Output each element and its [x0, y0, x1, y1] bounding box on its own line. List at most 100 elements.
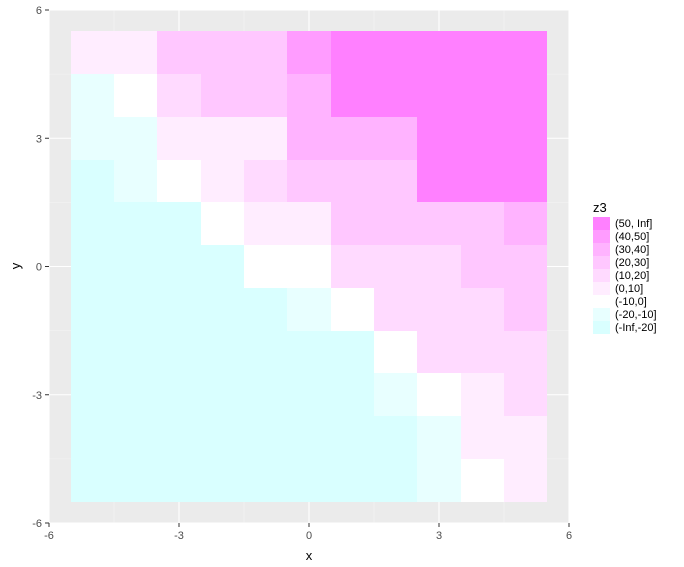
x-tick-label: 6: [566, 530, 572, 542]
heatmap-tile: [504, 331, 547, 373]
heatmap-tile: [331, 160, 374, 202]
heatmap-tile: [461, 74, 504, 117]
heatmap-tile: [504, 288, 547, 331]
heatmap-tile: [114, 331, 157, 373]
heatmap-tile: [71, 373, 114, 416]
legend: z3 (50, Inf](40,50](30,40](20,30](10,20]…: [593, 200, 657, 334]
heatmap-tile: [114, 459, 157, 502]
legend-key: [593, 256, 610, 269]
heatmap-tile: [244, 416, 287, 459]
heatmap-tile: [374, 288, 417, 331]
legend-label: (10,20]: [615, 270, 649, 282]
heatmap-tile: [71, 74, 114, 117]
legend-key: [593, 243, 610, 256]
heatmap-tile: [157, 331, 201, 373]
heatmap-tile: [157, 160, 201, 202]
legend-label: (40,50]: [615, 231, 649, 243]
y-tick-label: 3: [36, 133, 42, 145]
heatmap-tile: [71, 459, 114, 502]
heatmap-tile: [374, 373, 417, 416]
legend-key: [593, 295, 610, 308]
heatmap-tile: [244, 160, 287, 202]
heatmap-tile: [71, 160, 114, 202]
heatmap-tile: [201, 459, 244, 502]
legend-label: (50, Inf]: [615, 218, 652, 230]
heatmap-tile: [287, 288, 331, 331]
heatmap-tile: [417, 331, 461, 373]
heatmap-tile: [201, 288, 244, 331]
heatmap-tile: [374, 74, 417, 117]
heatmap-tile: [71, 331, 114, 373]
heatmap-tile: [417, 245, 461, 288]
heatmap-tile: [201, 373, 244, 416]
heatmap-tile: [504, 459, 547, 502]
legend-key: [593, 282, 610, 295]
legend-label: (-20,-10]: [615, 309, 657, 321]
heatmap-tile: [331, 416, 374, 459]
heatmap-tile: [331, 245, 374, 288]
heatmap-tile: [157, 288, 201, 331]
legend-label: (0,10]: [615, 283, 643, 295]
heatmap-tile: [244, 331, 287, 373]
heatmap-tile: [114, 245, 157, 288]
heatmap-tile: [374, 331, 417, 373]
heatmap-tile: [461, 31, 504, 74]
x-tick-label: -3: [174, 530, 184, 542]
heatmap-tile: [461, 160, 504, 202]
heatmap-tile: [331, 459, 374, 502]
heatmap-tile: [374, 31, 417, 74]
heatmap-tile: [114, 288, 157, 331]
y-axis-title: y: [8, 262, 23, 269]
legend-key: [593, 217, 610, 230]
heatmap-tile: [157, 245, 201, 288]
heatmap-tile: [114, 31, 157, 74]
heatmap-tile: [461, 288, 504, 331]
heatmap-tile: [504, 160, 547, 202]
heatmap-tile: [417, 373, 461, 416]
heatmap-tile: [114, 74, 157, 117]
x-tick-label: 0: [306, 530, 312, 542]
heatmap-tile: [71, 202, 114, 245]
heatmap-tile: [201, 416, 244, 459]
heatmap-tile: [244, 373, 287, 416]
x-tick-label: -6: [44, 530, 54, 542]
heatmap-tile: [287, 245, 331, 288]
heatmap-tile: [504, 117, 547, 160]
heatmap-tile: [331, 202, 374, 245]
legend-key: [593, 308, 610, 321]
axes: -6 -3 0 3 6 -6 -3 0 3 6: [32, 5, 572, 542]
heatmap-tile: [374, 416, 417, 459]
legend-label: (-Inf,-20]: [615, 322, 657, 334]
heatmap-tile: [374, 202, 417, 245]
heatmap-tile: [461, 373, 504, 416]
heatmap-tile: [504, 202, 547, 245]
heatmap-tile: [374, 245, 417, 288]
heatmap-tile: [331, 331, 374, 373]
heatmap-tile: [504, 373, 547, 416]
heatmap-tile: [504, 74, 547, 117]
legend-label: (-10,0]: [615, 296, 647, 308]
heatmap-tile: [157, 31, 201, 74]
y-tick-label: 6: [36, 5, 42, 17]
heatmap-tile: [157, 117, 201, 160]
heatmap-tile: [157, 202, 201, 245]
heatmap-tile: [417, 288, 461, 331]
heatmap-tile: [461, 202, 504, 245]
heatmap-tile: [504, 31, 547, 74]
heatmap-tile: [287, 331, 331, 373]
heatmap-tile: [461, 117, 504, 160]
heatmap-tile: [461, 416, 504, 459]
heatmap-tile: [201, 245, 244, 288]
heatmap-tile: [71, 245, 114, 288]
heatmap-tile: [287, 373, 331, 416]
x-tick-label: 3: [436, 530, 442, 542]
y-tick-label: -3: [32, 390, 42, 402]
heatmap-tile: [504, 245, 547, 288]
heatmap-tiles: [71, 31, 547, 502]
heatmap-tile: [504, 416, 547, 459]
heatmap-tile: [287, 416, 331, 459]
heatmap-tile: [71, 31, 114, 74]
heatmap-tile: [287, 160, 331, 202]
y-tick-label: 0: [36, 262, 42, 274]
heatmap-tile: [417, 416, 461, 459]
